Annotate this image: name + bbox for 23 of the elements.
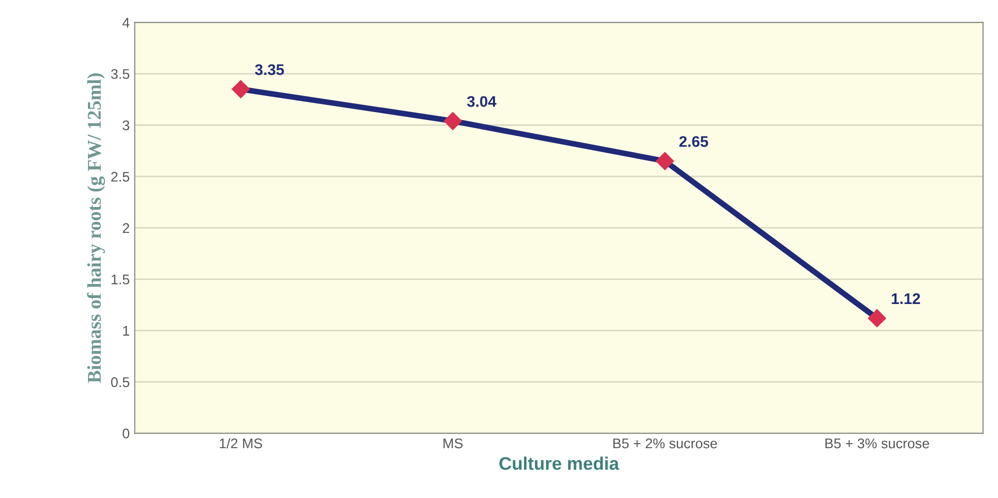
y-tick-label: 0.5 xyxy=(111,377,130,388)
y-tick-label: 2 xyxy=(122,223,130,233)
x-tick-label: B5 + 3% sucrose xyxy=(825,438,930,448)
x-axis-title: Culture media xyxy=(499,456,620,470)
y-axis-title: Biomass of hairy roots (g FW/ 125ml) xyxy=(87,73,106,383)
point xyxy=(656,152,674,170)
point xyxy=(444,112,462,130)
x-tick-label: 1/2 MS xyxy=(220,438,262,448)
x-tick-label: B5 + 2% sucrose xyxy=(613,438,717,448)
y-tick-label: 4 xyxy=(122,18,130,28)
y-tick-label: 1.5 xyxy=(112,274,130,284)
y-tick-label: 0 xyxy=(122,428,130,438)
y-tick-label: 3.5 xyxy=(111,69,130,79)
data-label: 1.12 xyxy=(892,293,920,304)
y-tick-label: 3 xyxy=(122,120,130,130)
data-label: 2.65 xyxy=(679,136,708,147)
y-tick-label: 1 xyxy=(123,326,130,336)
point xyxy=(231,80,250,98)
x-tick-label: MS xyxy=(444,438,463,448)
y-tick-label: 2.5 xyxy=(111,172,130,182)
data-label: 3.04 xyxy=(467,96,496,107)
data-label: 3.35 xyxy=(255,64,284,76)
point xyxy=(868,308,886,328)
